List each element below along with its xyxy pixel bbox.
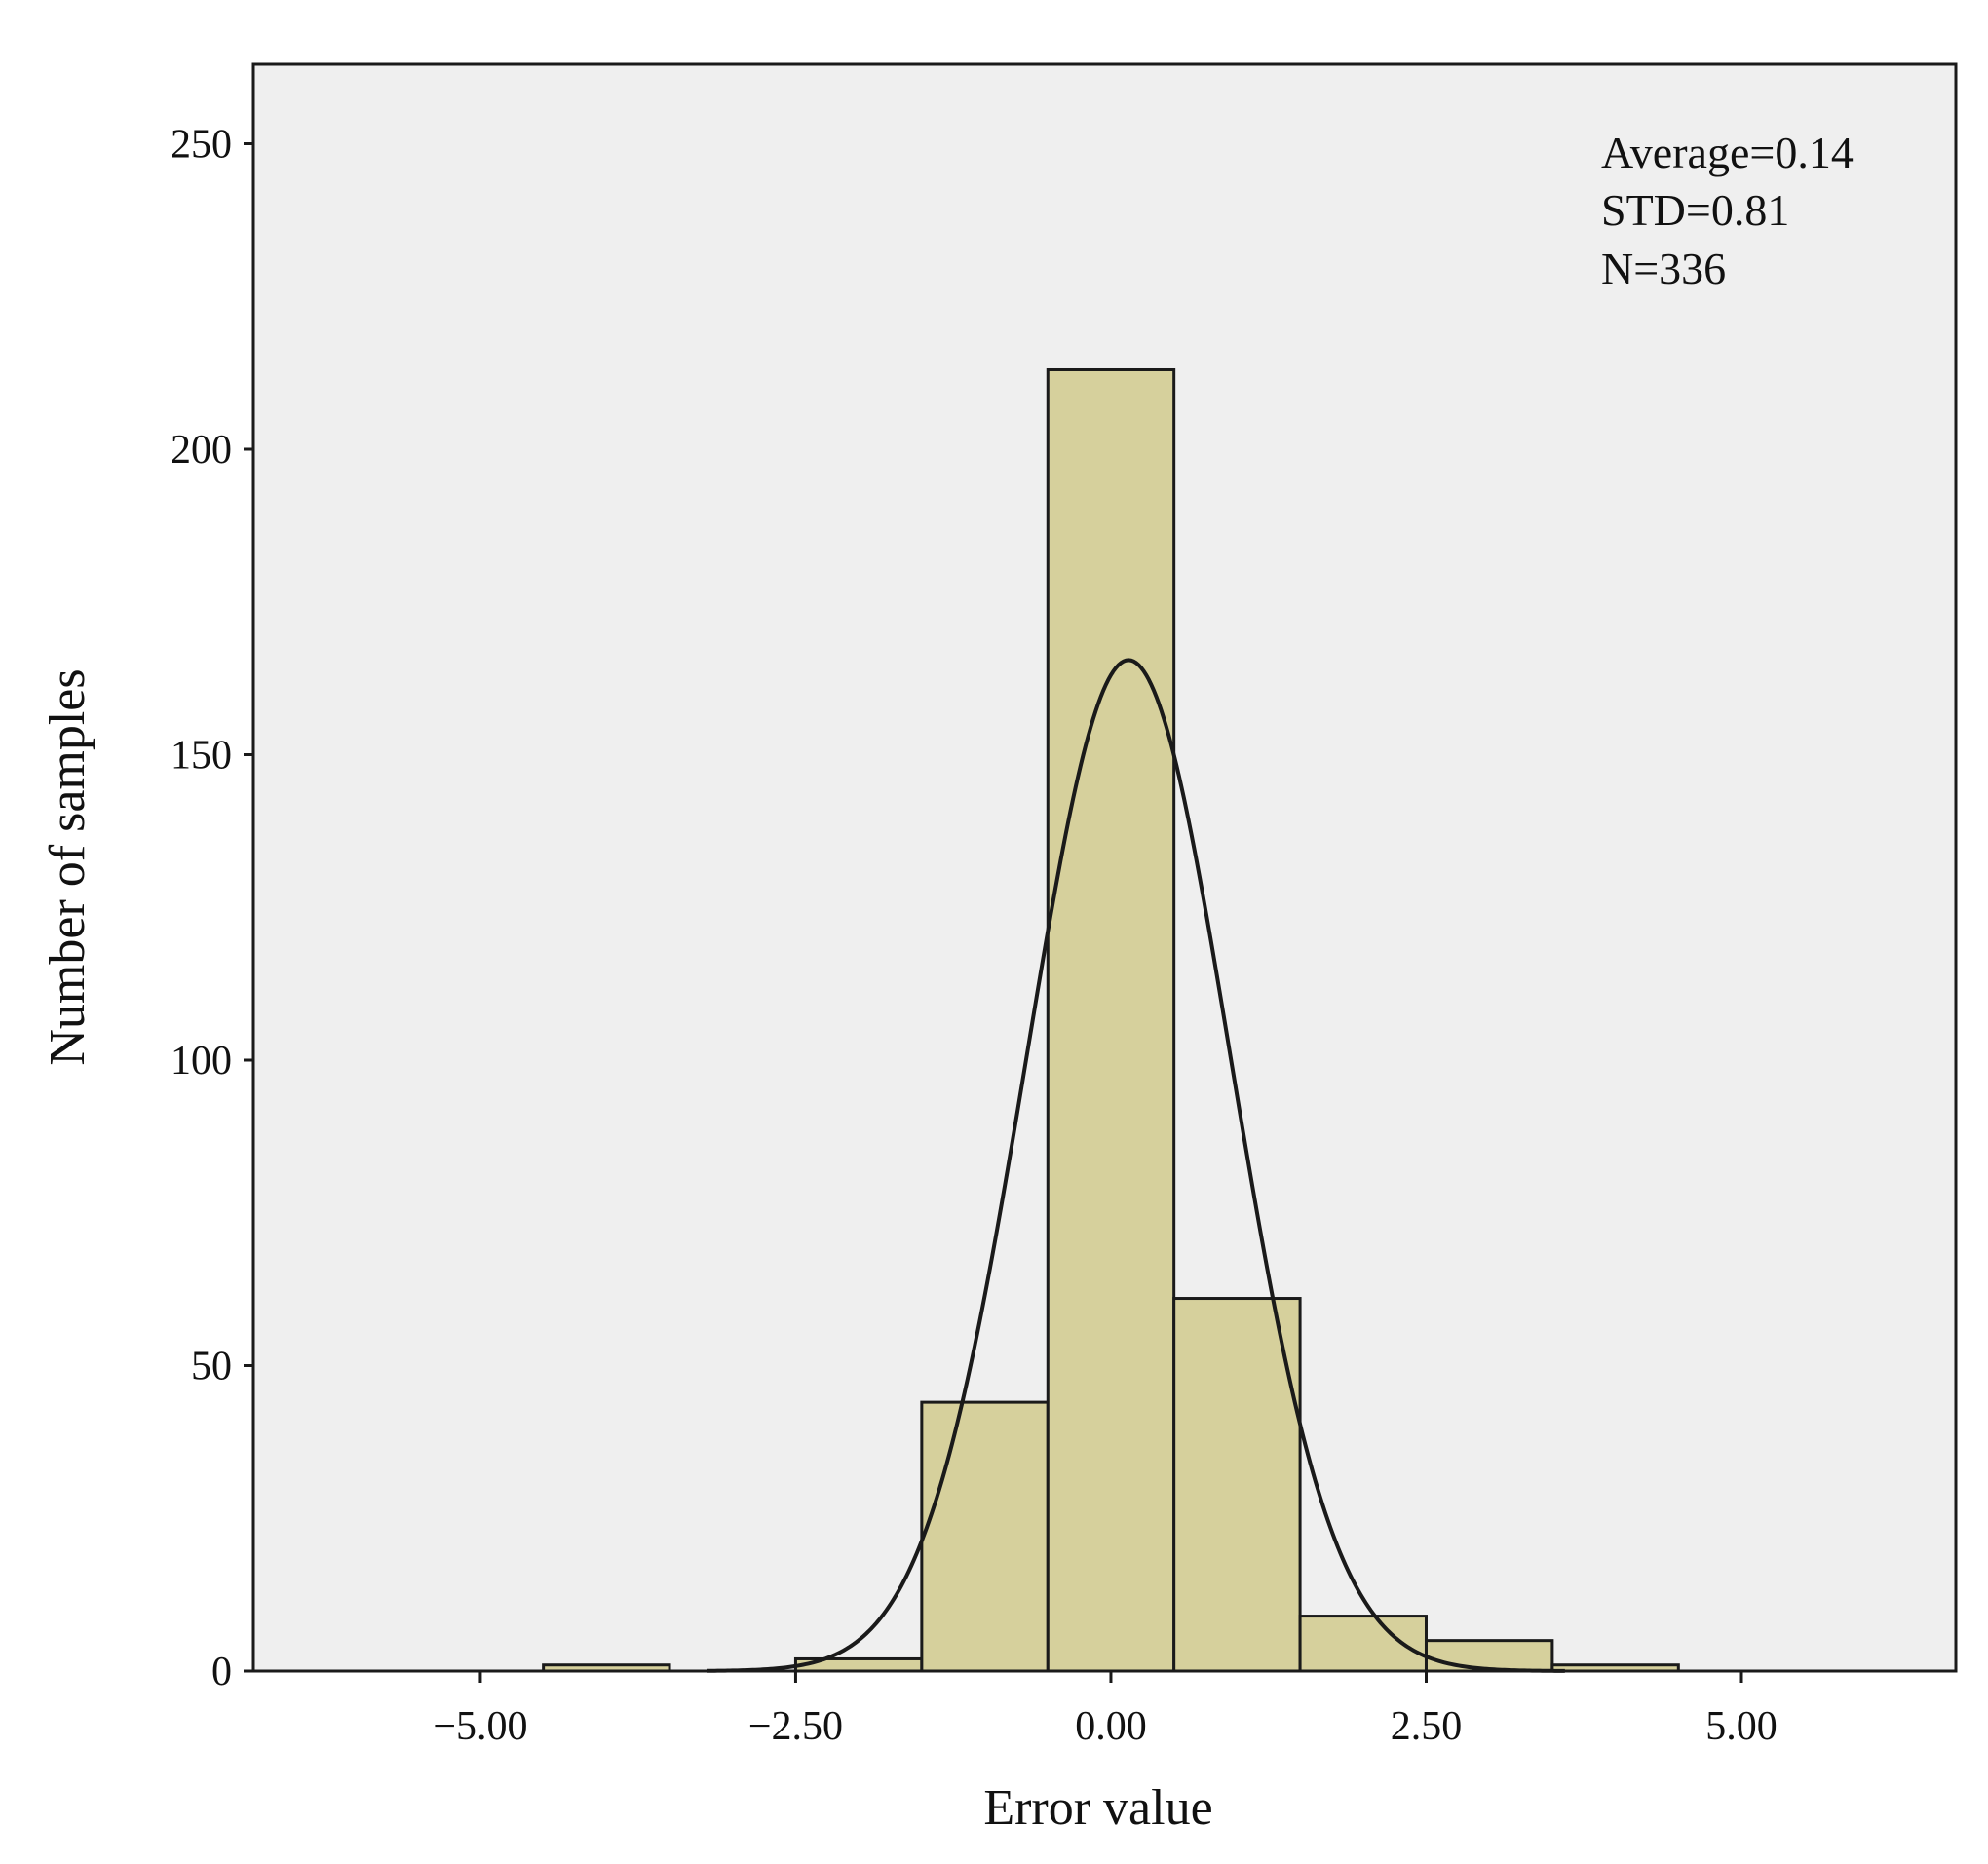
histogram-bar [1298, 1615, 1428, 1673]
y-axis: 0 50 100 150 200 250 [171, 123, 253, 1694]
x-tick-label: 2.50 [1391, 1704, 1463, 1749]
histogram-bar [1424, 1639, 1554, 1673]
x-axis-title: Error value [983, 1780, 1212, 1836]
histogram-bar [920, 1400, 1050, 1673]
stats-average: Average=0.14 [1601, 128, 1854, 177]
y-tick-label: 250 [171, 123, 232, 168]
histogram-bar [542, 1663, 671, 1673]
stats-n: N=336 [1601, 244, 1726, 293]
x-axis: −5.00 −2.50 0.00 2.50 5.00 [433, 1671, 1778, 1749]
stats-annotation: Average=0.14 STD=0.81 N=336 [1601, 128, 1854, 293]
histogram-bar [1550, 1663, 1680, 1673]
y-tick-label: 200 [171, 428, 232, 473]
y-tick-label: 50 [191, 1345, 232, 1389]
normal-curve [707, 658, 1565, 1673]
y-tick-label: 100 [171, 1039, 232, 1084]
y-tick-label: 0 [211, 1650, 232, 1694]
bars-layer [542, 367, 1680, 1673]
histogram-bar [1172, 1297, 1302, 1673]
y-tick-label: 150 [171, 734, 232, 779]
x-tick-label: 5.00 [1705, 1704, 1778, 1749]
histogram-bar [1046, 367, 1176, 1673]
y-axis-title: Number of samples [40, 668, 96, 1065]
stats-std: STD=0.81 [1601, 185, 1789, 235]
x-tick-label: 0.00 [1075, 1704, 1147, 1749]
x-tick-label: −5.00 [433, 1704, 527, 1749]
x-tick-label: −2.50 [748, 1704, 843, 1749]
